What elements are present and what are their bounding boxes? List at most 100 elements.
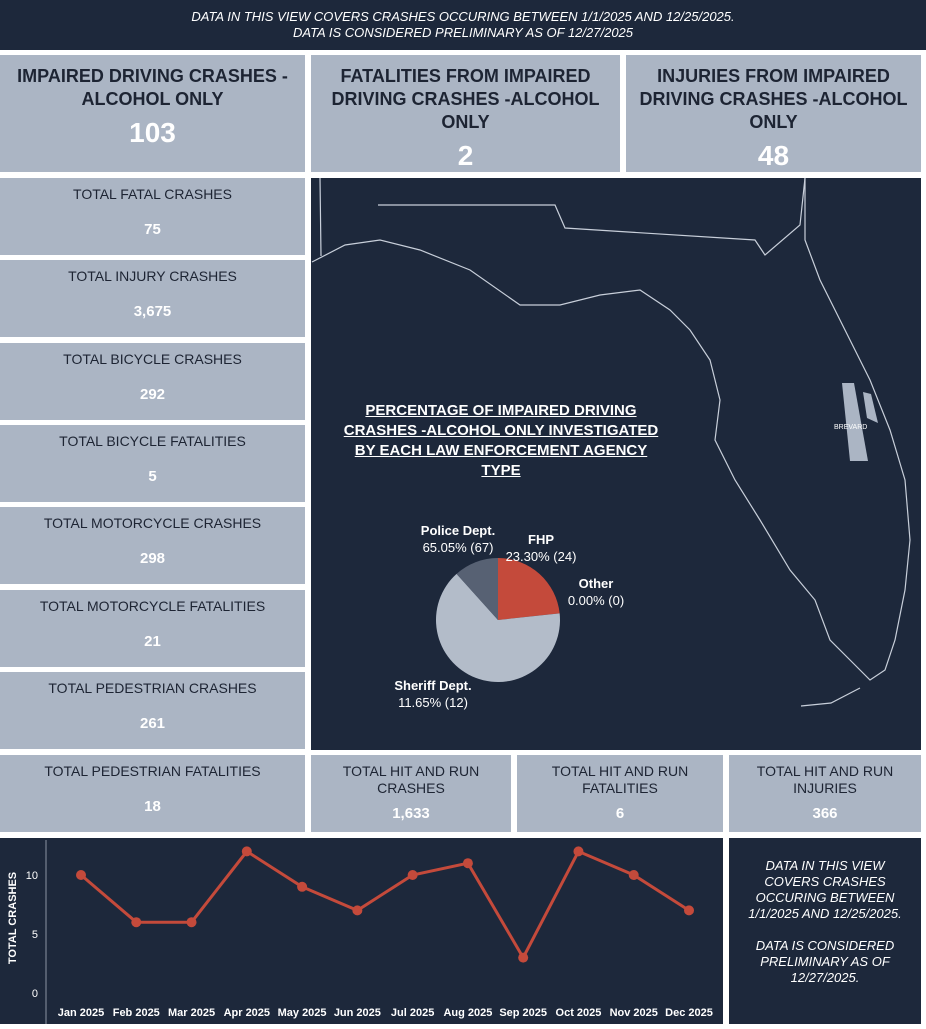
- tile-title: TOTAL HIT AND RUN CRASHES: [342, 763, 480, 796]
- tile-value: 103: [129, 117, 176, 148]
- series-line: [80, 849, 690, 961]
- data-point[interactable]: [684, 905, 694, 916]
- x-tick-label: Feb 2025: [113, 1007, 160, 1019]
- brevard-county: [842, 383, 868, 461]
- florida-map[interactable]: BREVARD PERCENTAGE OF IMPAIRED DRIVING C…: [311, 178, 921, 750]
- y-axis-label: TOTAL CRASHES: [7, 872, 19, 964]
- x-tick-label: Jan 2025: [58, 1007, 104, 1019]
- tile-value: 5: [148, 467, 157, 485]
- x-tick-label: May 2025: [278, 1007, 327, 1019]
- stat-tile: TOTAL HIT AND RUN CRASHES 1,633: [311, 755, 511, 832]
- state-border: [319, 178, 806, 257]
- line-chart: TOTAL CRASHES 0 5 10 Jan 2025 Feb 2025 Mar 202…: [7, 840, 713, 1024]
- stat-tile: TOTAL MOTORCYCLE CRASHES 298: [0, 507, 305, 585]
- pie-slice-fhp[interactable]: [498, 558, 560, 620]
- pie-slice-sheriff-dept-[interactable]: [456, 558, 498, 620]
- stat-tile: TOTAL MOTORCYCLE FATALITIES 21: [0, 589, 305, 667]
- tile-title: IMPAIRED DRIVING CRASHES - ALCOHOL ONLY: [17, 66, 288, 109]
- brevard-label: BREVARD: [834, 424, 867, 431]
- tile-value: 2: [457, 140, 474, 171]
- kpi-tile: IMPAIRED DRIVING CRASHES - ALCOHOL ONLY 1…: [0, 55, 305, 172]
- data-point[interactable]: [241, 846, 252, 857]
- tile-value: 18: [144, 798, 161, 815]
- pie-slice-police-dept-[interactable]: [436, 573, 560, 683]
- x-tick-label: Jul 2025: [391, 1007, 434, 1019]
- x-tick-label: Oct 2025: [556, 1007, 602, 1019]
- data-point[interactable]: [131, 917, 142, 928]
- pie-label-name: Sheriff Dept.: [394, 678, 471, 693]
- data-point[interactable]: [518, 952, 529, 963]
- data-point[interactable]: [352, 905, 363, 916]
- pie-label-label: 0.00% (0): [568, 593, 624, 608]
- brevard-island: [863, 392, 878, 423]
- pie-label-name: Police Dept.: [421, 523, 495, 538]
- tile-title: TOTAL PEDESTRIAN FATALITIES: [44, 763, 261, 779]
- tile-value: 1,633: [392, 805, 430, 822]
- y-tick-label: 10: [26, 870, 38, 882]
- stat-tile: TOTAL PEDESTRIAN CRASHES 261: [0, 671, 305, 749]
- x-tick-label: Mar 2025: [168, 1007, 215, 1019]
- tile-title: TOTAL MOTORCYCLE CRASHES: [43, 515, 262, 532]
- tile-value: 48: [757, 140, 790, 171]
- map-svg: BREVARD: [311, 178, 911, 707]
- stat-tile: TOTAL BICYCLE CRASHES 292: [0, 342, 305, 420]
- kpi-tile: INJURIES FROM IMPAIRED DRIVING CRASHES -…: [626, 55, 921, 172]
- stat-tile: TOTAL FATAL CRASHES 75: [0, 178, 305, 255]
- x-tick-label: Nov 2025: [610, 1007, 658, 1019]
- tile-title: TOTAL MOTORCYCLE FATALITIES: [39, 597, 266, 614]
- tile-value: 292: [139, 385, 166, 403]
- x-tick-label: Aug 2025: [443, 1007, 492, 1019]
- data-point[interactable]: [573, 846, 584, 857]
- tile-value: 261: [139, 714, 166, 732]
- keys: [800, 687, 861, 707]
- tile-title: TOTAL BICYCLE FATALITIES: [59, 432, 246, 449]
- tile-value: 6: [615, 805, 625, 822]
- pie-label-name: Other: [579, 576, 614, 591]
- tile-value: 21: [144, 632, 161, 650]
- stat-tile: TOTAL PEDESTRIAN FATALITIES 18: [0, 755, 305, 832]
- y-tick-label: 0: [32, 988, 38, 1000]
- data-point[interactable]: [628, 870, 639, 880]
- pie-title: PERCENTAGE OF IMPAIRED DRIVING CRASHES -…: [343, 402, 659, 479]
- stat-tile: TOTAL INJURY CRASHES 3,675: [0, 260, 305, 338]
- tile-value: 298: [139, 550, 166, 568]
- header-line-1: DATA IN THIS VIEW COVERS CRASHES OCCURIN…: [191, 9, 735, 24]
- pie-label-label: 11.65% (12): [398, 695, 468, 710]
- pie-label-label: 65.05% (67): [423, 540, 494, 555]
- data-point[interactable]: [186, 917, 197, 928]
- header-banner: DATA IN THIS VIEW COVERS CRASHES OCCURIN…: [0, 0, 926, 50]
- tile-title: TOTAL BICYCLE CRASHES: [63, 350, 242, 367]
- pie-chart: FHP 23.30% (24)Other 0.00% (0) Police Dept.…: [394, 523, 624, 710]
- tile-value: 366: [812, 805, 838, 822]
- pie-label-label: 23.30% (24): [506, 549, 577, 564]
- data-point[interactable]: [297, 881, 308, 892]
- tile-title: TOTAL HIT AND RUN FATALITIES: [551, 763, 689, 796]
- data-point[interactable]: [76, 870, 86, 880]
- x-tick-label: Jun 2025: [334, 1007, 381, 1019]
- tile-title: TOTAL HIT AND RUN INJURIES: [756, 763, 894, 796]
- stat-tile: TOTAL HIT AND RUN INJURIES 366: [729, 755, 921, 832]
- stat-tile: TOTAL BICYCLE FATALITIES 5: [0, 424, 305, 502]
- header-line-2: DATA IS CONSIDERED PRELIMINARY AS OF 12/…: [292, 25, 634, 40]
- data-point[interactable]: [462, 858, 473, 869]
- stat-tile: TOTAL HIT AND RUN FATALITIES 6: [517, 755, 723, 832]
- note-line-2: DATA IS CONSIDERED PRELIMINARY AS OF 12/…: [755, 938, 895, 985]
- tile-title: INJURIES FROM IMPAIRED DRIVING CRASHES -…: [639, 66, 908, 132]
- note-line-1: DATA IN THIS VIEW COVERS CRASHES OCCURIN…: [748, 858, 902, 921]
- line-chart-panel: TOTAL CRASHES 0 5 10 Jan 2025 Feb 2025 Mar 202…: [0, 838, 723, 1024]
- x-tick-label: Apr 2025: [224, 1007, 270, 1019]
- coastline: [311, 178, 911, 681]
- x-tick-label: Sep 2025: [499, 1007, 547, 1019]
- note-box: DATA IN THIS VIEW COVERS CRASHES OCCURIN…: [729, 838, 921, 1024]
- data-point[interactable]: [407, 870, 418, 880]
- y-tick-label: 5: [32, 929, 38, 941]
- tile-value: 75: [144, 221, 161, 238]
- tile-value: 3,675: [133, 303, 172, 321]
- tile-title: TOTAL FATAL CRASHES: [73, 186, 232, 202]
- tile-title: FATALITIES FROM IMPAIRED DRIVING CRASHES…: [331, 66, 600, 132]
- tile-title: TOTAL INJURY CRASHES: [68, 268, 237, 285]
- kpi-tile: FATALITIES FROM IMPAIRED DRIVING CRASHES…: [311, 55, 620, 172]
- x-tick-label: Dec 2025: [665, 1007, 713, 1019]
- pie-label-name: FHP: [528, 532, 554, 547]
- tile-title: TOTAL PEDESTRIAN CRASHES: [48, 679, 257, 696]
